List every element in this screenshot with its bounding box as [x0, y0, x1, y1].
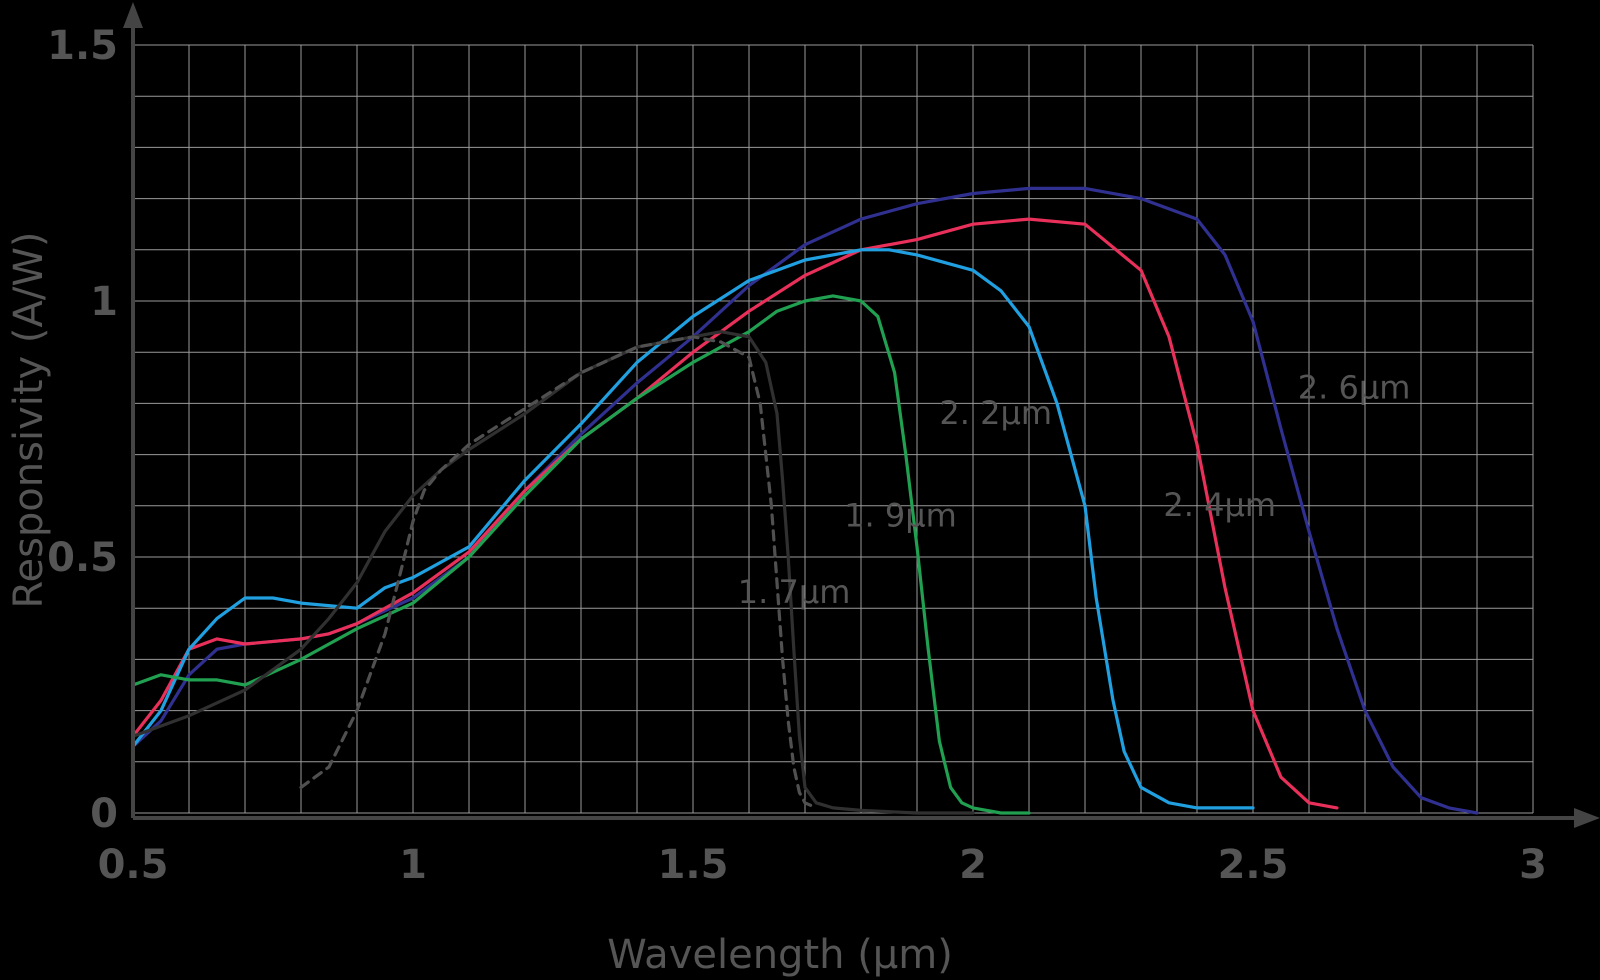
x-tick-label: 2 [959, 842, 987, 888]
x-axis-arrow [1574, 808, 1600, 828]
y-tick-label: 0 [90, 791, 118, 837]
axes [123, 2, 1600, 828]
curve-label: 2. 6μm [1298, 368, 1411, 406]
curve-label: 2. 2μm [939, 394, 1052, 432]
x-tick-label: 1 [399, 842, 427, 888]
x-tick-label: 3 [1519, 842, 1547, 888]
series-line-24 [131, 217, 1339, 810]
y-tick-labels: 0 0.5 1 1.5 [47, 23, 118, 837]
curve-labels: 2. 6μm 2. 4μm 2. 2μm 1. 9μm 1. 7μm [738, 368, 1411, 611]
y-tick-label: 1.5 [47, 23, 118, 69]
x-tick-label: 2.5 [1218, 842, 1289, 888]
grid-lines [132, 44, 1534, 814]
y-axis-title: Responsivity (A/W) [6, 231, 52, 608]
series-line-19 [131, 294, 1031, 815]
x-tick-label: 1.5 [658, 842, 729, 888]
y-tick-label: 1 [90, 279, 118, 325]
x-tick-label: 0.5 [98, 842, 169, 888]
curve-label: 1. 9μm [844, 496, 957, 534]
x-tick-labels: 0.5 1 1.5 2 2.5 3 [98, 842, 1547, 888]
series-line-dashed [299, 335, 818, 810]
curve-label: 2. 4μm [1163, 486, 1276, 524]
x-axis-title: Wavelength (μm) [607, 932, 953, 978]
curve-label: 1. 7μm [738, 573, 851, 611]
y-tick-label: 0.5 [47, 535, 118, 581]
series-layer [131, 186, 1479, 815]
y-axis-arrow [123, 2, 143, 28]
series-line-22 [131, 248, 1255, 810]
